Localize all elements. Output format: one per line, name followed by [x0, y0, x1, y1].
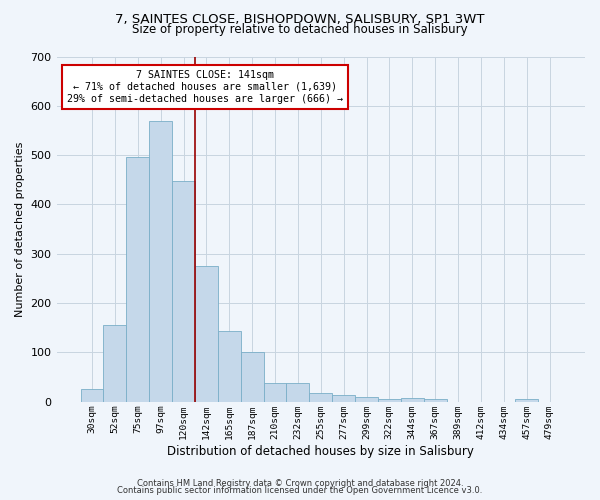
Bar: [80, 390, 103, 402]
Bar: [401, 398, 424, 402]
Bar: [218, 331, 241, 402]
Text: Contains public sector information licensed under the Open Government Licence v3: Contains public sector information licen…: [118, 486, 482, 495]
Bar: [515, 399, 538, 402]
Bar: [332, 395, 355, 402]
Bar: [355, 396, 378, 402]
Text: Contains HM Land Registry data © Crown copyright and database right 2024.: Contains HM Land Registry data © Crown c…: [137, 478, 463, 488]
Bar: [310, 394, 332, 402]
Bar: [286, 384, 310, 402]
Bar: [378, 399, 401, 402]
Bar: [195, 266, 218, 402]
Bar: [241, 352, 263, 402]
Text: 7 SAINTES CLOSE: 141sqm
← 71% of detached houses are smaller (1,639)
29% of semi: 7 SAINTES CLOSE: 141sqm ← 71% of detache…: [67, 70, 343, 104]
Y-axis label: Number of detached properties: Number of detached properties: [15, 142, 25, 317]
Bar: [103, 325, 127, 402]
X-axis label: Distribution of detached houses by size in Salisbury: Distribution of detached houses by size …: [167, 444, 474, 458]
Bar: [127, 156, 149, 402]
Bar: [424, 399, 446, 402]
Bar: [263, 383, 286, 402]
Text: Size of property relative to detached houses in Salisbury: Size of property relative to detached ho…: [132, 22, 468, 36]
Text: 7, SAINTES CLOSE, BISHOPDOWN, SALISBURY, SP1 3WT: 7, SAINTES CLOSE, BISHOPDOWN, SALISBURY,…: [115, 12, 485, 26]
Bar: [149, 120, 172, 402]
Bar: [172, 181, 195, 402]
